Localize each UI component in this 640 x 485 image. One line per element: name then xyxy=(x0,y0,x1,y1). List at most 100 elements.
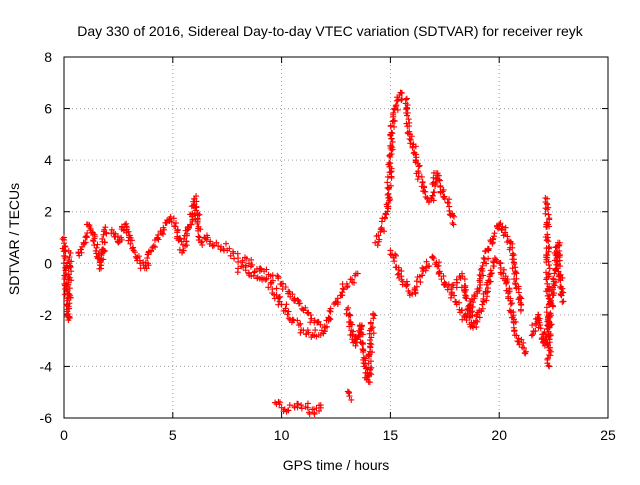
data-point-sample xyxy=(423,258,430,265)
data-point-sample xyxy=(226,245,233,252)
data-point-sample xyxy=(94,241,101,248)
data-point-sample xyxy=(383,201,390,208)
data-point-sample xyxy=(275,275,282,282)
data-point-sample xyxy=(451,292,458,299)
data-point-sample xyxy=(68,268,75,275)
data-point-sample xyxy=(491,233,498,240)
data-point-sample xyxy=(386,194,393,201)
data-point-sample xyxy=(476,314,483,321)
data-point-sample xyxy=(529,331,536,338)
data-point-sample xyxy=(477,281,484,288)
data-point-sample xyxy=(488,270,495,277)
data-point-sample xyxy=(560,298,567,305)
data-point-sample xyxy=(223,240,230,247)
data-point-sample xyxy=(286,402,293,409)
data-point-sample xyxy=(242,267,249,274)
data-point-sample xyxy=(279,285,286,292)
data-point-sample xyxy=(513,270,520,277)
data-point-sample xyxy=(381,214,388,221)
data-point-sample xyxy=(543,223,550,230)
x-tick-label: 0 xyxy=(60,427,68,443)
data-point-sample xyxy=(370,330,377,337)
data-point-sample xyxy=(412,157,419,164)
data-point-sample xyxy=(285,315,292,322)
data-point-sample xyxy=(64,279,71,286)
data-point-sample xyxy=(381,228,388,235)
data-point-sample xyxy=(367,358,374,365)
data-point-sample xyxy=(376,236,383,243)
data-point-sample xyxy=(294,404,301,411)
data-point-sample xyxy=(368,371,375,378)
data-point-sample xyxy=(512,318,519,325)
data-points xyxy=(59,89,567,418)
data-point-sample xyxy=(466,303,473,310)
data-point-sample xyxy=(450,281,457,288)
data-point-sample xyxy=(91,235,98,242)
y-tick-label: -2 xyxy=(40,307,53,323)
data-point-sample xyxy=(413,283,420,290)
data-point-sample xyxy=(171,223,178,230)
data-point-sample xyxy=(125,228,132,235)
data-point-sample xyxy=(394,106,401,113)
data-point-sample xyxy=(305,329,312,336)
data-point-sample xyxy=(81,240,88,247)
data-point-sample xyxy=(340,286,347,293)
data-point-sample xyxy=(388,129,395,136)
data-point-sample xyxy=(389,138,396,145)
data-point-sample xyxy=(234,269,241,276)
data-point-sample xyxy=(176,246,183,253)
data-point-sample xyxy=(513,285,520,292)
data-point-sample xyxy=(546,215,553,222)
data-point-sample xyxy=(294,296,301,303)
data-point-sample xyxy=(276,399,283,406)
data-point-sample xyxy=(123,223,130,230)
data-point-sample xyxy=(391,258,398,265)
data-point-sample xyxy=(546,265,553,272)
data-point-sample xyxy=(476,277,483,284)
data-point-sample xyxy=(461,276,468,283)
data-point-sample xyxy=(310,406,317,413)
data-point-sample xyxy=(543,288,550,295)
data-point-sample xyxy=(415,173,422,180)
data-point xyxy=(546,363,553,370)
data-point-sample xyxy=(429,254,436,261)
data-point-sample xyxy=(430,197,437,204)
data-point-sample xyxy=(411,286,418,293)
data-point-sample xyxy=(387,182,394,189)
data-point-sample xyxy=(545,344,552,351)
data-point-sample xyxy=(534,314,541,321)
data-point-sample xyxy=(515,289,522,296)
data-point-sample xyxy=(446,196,453,203)
data-point-sample xyxy=(542,210,549,217)
data-point-sample xyxy=(532,327,539,334)
data-point-sample xyxy=(461,287,468,294)
data-point-sample xyxy=(479,262,486,269)
data-point-sample xyxy=(346,311,353,318)
data-point-sample xyxy=(441,193,448,200)
data-point-sample xyxy=(132,253,139,260)
data-point-sample xyxy=(101,226,108,233)
data-point-sample xyxy=(431,189,438,196)
data-point-sample xyxy=(346,393,353,400)
data-point-sample xyxy=(278,301,285,308)
data-point-sample xyxy=(78,249,85,256)
data-point-sample xyxy=(65,305,72,312)
data-point-sample xyxy=(377,226,384,233)
data-point xyxy=(450,221,457,228)
data-point xyxy=(448,286,455,293)
data-point-sample xyxy=(98,252,105,259)
data-point-sample xyxy=(484,245,491,252)
data-point-sample xyxy=(545,334,552,341)
data-point-sample xyxy=(544,314,551,321)
data-point-sample xyxy=(249,261,256,268)
data-point-sample xyxy=(193,198,200,205)
data-point-sample xyxy=(196,211,203,218)
x-tick-label: 10 xyxy=(274,427,290,443)
data-point-sample xyxy=(77,246,84,253)
data-point-sample xyxy=(395,264,402,271)
data-point-sample xyxy=(403,95,410,102)
data-point-sample xyxy=(101,239,108,246)
data-point-sample xyxy=(544,206,551,213)
data-point-sample xyxy=(368,334,375,341)
data-point-sample xyxy=(479,305,486,312)
